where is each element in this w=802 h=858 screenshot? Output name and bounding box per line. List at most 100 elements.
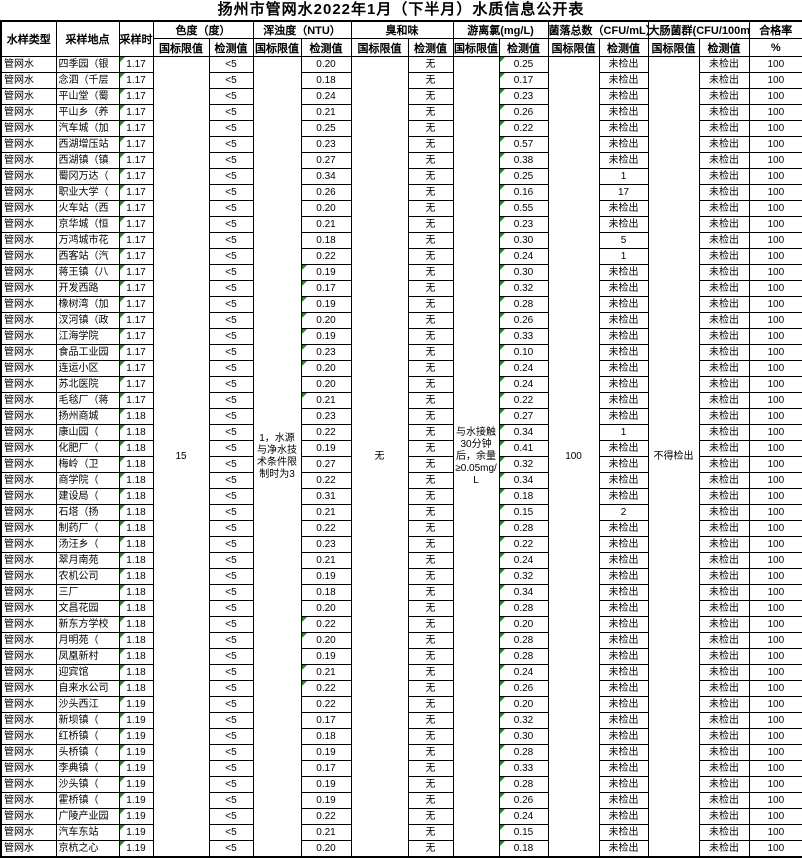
cell-colony-value: 未检出 [598, 72, 649, 89]
table-row: 管网水 商学院（ 1.18 <5 0.22 无 0.34 未检出 未检出 100 [0, 472, 802, 489]
cell-location: 念泗（千层 [55, 72, 120, 89]
cell-pass-rate: 100 [748, 488, 802, 505]
cell-color-value: <5 [208, 248, 254, 265]
cell-chlorine-value: 0.28 [498, 600, 549, 617]
cell-turbidity-value: 0.22 [300, 616, 352, 633]
cell-sample-type: 管网水 [0, 200, 57, 217]
cell-colony-value: 未检出 [598, 520, 649, 537]
cell-sample-type: 管网水 [0, 312, 57, 329]
table-row: 管网水 农机公司 1.18 <5 0.19 无 0.32 未检出 未检出 100 [0, 568, 802, 585]
cell-chlorine-value: 0.25 [498, 168, 549, 185]
cell-pass-rate: 100 [748, 696, 802, 713]
cell-sample-type: 管网水 [0, 792, 57, 809]
cell-pass-rate: 100 [748, 456, 802, 473]
cell-odor-value: 无 [407, 88, 454, 105]
cell-turbidity-value: 0.25 [300, 120, 352, 137]
cell-coliform-value: 未检出 [698, 280, 750, 297]
table-row: 管网水 化肥厂（ 1.18 <5 0.19 无 0.41 未检出 未检出 100 [0, 440, 802, 457]
cell-sample-type: 管网水 [0, 536, 57, 553]
cell-coliform-value: 未检出 [698, 456, 750, 473]
cell-sample-type: 管网水 [0, 584, 57, 601]
cell-coliform-value: 未检出 [698, 792, 750, 809]
cell-color-value: <5 [208, 104, 254, 121]
table-row: 管网水 新东方学校 1.18 <5 0.22 无 0.20 未检出 未检出 100 [0, 616, 802, 633]
cell-chlorine-value: 0.26 [498, 680, 549, 697]
cell-odor-value: 无 [407, 408, 454, 425]
cell-sample-type: 管网水 [0, 104, 57, 121]
cell-color-value: <5 [208, 264, 254, 281]
cell-pass-rate: 100 [748, 408, 802, 425]
cell-turbidity-value: 0.20 [300, 312, 352, 329]
cell-coliform-value: 未检出 [698, 520, 750, 537]
cell-pass-rate: 100 [748, 56, 802, 73]
cell-coliform-value: 未检出 [698, 136, 750, 153]
cell-pass-rate: 100 [748, 616, 802, 633]
cell-chlorine-value: 0.28 [498, 296, 549, 313]
cell-chlorine-value: 0.17 [498, 72, 549, 89]
cell-sample-type: 管网水 [0, 376, 57, 393]
cell-color-value: <5 [208, 88, 254, 105]
table-row: 管网水 三厂 1.18 <5 0.18 无 0.34 未检出 未检出 100 [0, 584, 802, 601]
cell-chlorine-value: 0.26 [498, 792, 549, 809]
cell-coliform-value: 未检出 [698, 632, 750, 649]
cell-pass-rate: 100 [748, 168, 802, 185]
cell-turbidity-value: 0.34 [300, 168, 352, 185]
cell-location: 自来水公司 [55, 680, 120, 697]
cell-coliform-value: 未检出 [698, 360, 750, 377]
cell-turbidity-value: 0.20 [300, 56, 352, 73]
cell-pass-rate: 100 [748, 440, 802, 457]
table-row: 管网水 石塔（扬 1.18 <5 0.21 无 0.15 2 未检出 100 [0, 504, 802, 521]
cell-turbidity-value: 0.21 [300, 392, 352, 409]
cell-location: 新东方学校 [55, 616, 120, 633]
cell-colony-value: 未检出 [598, 712, 649, 729]
cell-sample-type: 管网水 [0, 440, 57, 457]
cell-sample-type: 管网水 [0, 168, 57, 185]
table-row: 管网水 汤汪乡（ 1.18 <5 0.23 无 0.22 未检出 未检出 100 [0, 536, 802, 553]
cell-coliform-value: 未检出 [698, 440, 750, 457]
cell-color-value: <5 [208, 472, 254, 489]
cell-chlorine-value: 0.32 [498, 456, 549, 473]
table-row: 管网水 建设局（ 1.18 <5 0.31 无 0.18 未检出 未检出 100 [0, 488, 802, 505]
cell-chlorine-value: 0.34 [498, 472, 549, 489]
cell-color-value: <5 [208, 616, 254, 633]
cell-colony-value: 未检出 [598, 408, 649, 425]
subheader-color-value: 检测值 [208, 38, 254, 57]
cell-coliform-value: 未检出 [698, 104, 750, 121]
cell-sample-time: 1.18 [118, 456, 154, 473]
cell-pass-rate: 100 [748, 120, 802, 137]
cell-colony-value: 未检出 [598, 56, 649, 73]
cell-colony-value: 未检出 [598, 792, 649, 809]
cell-sample-type: 管网水 [0, 504, 57, 521]
cell-pass-rate: 100 [748, 360, 802, 377]
cell-location: 江海学院 [55, 328, 120, 345]
cell-pass-rate: 100 [748, 648, 802, 665]
cell-pass-rate: 100 [748, 472, 802, 489]
cell-turbidity-value: 0.23 [300, 408, 352, 425]
cell-color-value: <5 [208, 424, 254, 441]
cell-odor-value: 无 [407, 664, 454, 681]
cell-color-value: <5 [208, 824, 254, 841]
cell-pass-rate: 100 [748, 232, 802, 249]
cell-sample-type: 管网水 [0, 616, 57, 633]
cell-color-value: <5 [208, 72, 254, 89]
cell-location: 平山乡（养 [55, 104, 120, 121]
cell-sample-type: 管网水 [0, 808, 57, 825]
cell-color-value: <5 [208, 712, 254, 729]
cell-sample-type: 管网水 [0, 328, 57, 345]
cell-odor-value: 无 [407, 120, 454, 137]
cell-color-value: <5 [208, 456, 254, 473]
cell-odor-value: 无 [407, 648, 454, 665]
cell-location: 三厂 [55, 584, 120, 601]
cell-sample-time: 1.18 [118, 600, 154, 617]
table-row: 管网水 职业大学（ 1.17 <5 0.26 无 0.16 17 未检出 100 [0, 184, 802, 201]
cell-odor-value: 无 [407, 456, 454, 473]
cell-turbidity-limit: 1，水源与净水技术条件限制时为3 [252, 56, 302, 858]
cell-color-value: <5 [208, 136, 254, 153]
cell-sample-time: 1.17 [118, 120, 154, 137]
table-row: 管网水 平山乡（养 1.17 <5 0.21 无 0.26 未检出 未检出 100 [0, 104, 802, 121]
cell-sample-time: 1.17 [118, 232, 154, 249]
cell-odor-value: 无 [407, 56, 454, 73]
cell-turbidity-value: 0.18 [300, 584, 352, 601]
cell-colony-value: 未检出 [598, 696, 649, 713]
cell-location: 沙头西江 [55, 696, 120, 713]
